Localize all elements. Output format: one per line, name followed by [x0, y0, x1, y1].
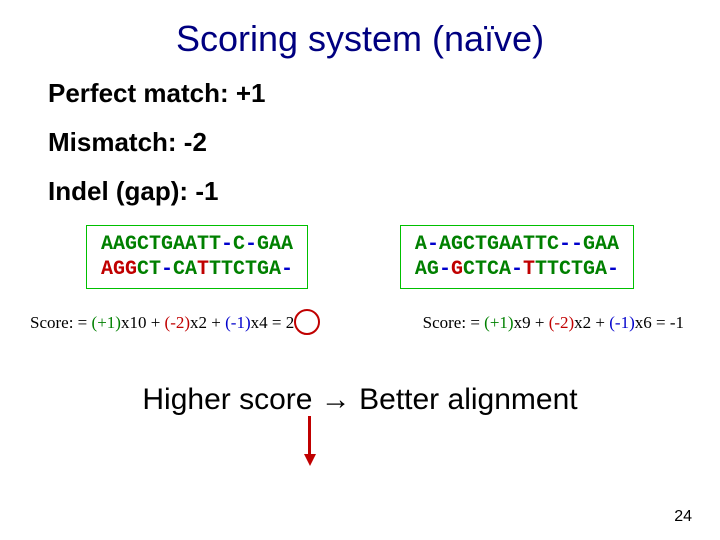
- seq-left-1: AAGCTGAATT-C-GAA: [101, 232, 293, 257]
- rule-mismatch: Mismatch: -2: [48, 127, 720, 158]
- scoring-rules: Perfect match: +1 Mismatch: -2 Indel (ga…: [0, 78, 720, 207]
- score-left-result: = 2: [268, 313, 295, 332]
- score-left-t2: (-2): [165, 313, 190, 332]
- rule-indel: Indel (gap): -1: [48, 176, 720, 207]
- score-left-t3: (-1): [225, 313, 250, 332]
- seq-left-2: AGGCT-CATTTCTGA-: [101, 257, 293, 282]
- score-right-prefix: Score: =: [423, 313, 485, 332]
- seq-right-2: AG-GCTCA-TTTCTGA-: [415, 257, 619, 282]
- alignment-box-left: AAGCTGAATT-C-GAA AGGCT-CATTTCTGA-: [86, 225, 308, 289]
- slide-title: Scoring system (naïve): [0, 0, 720, 78]
- score-right-t3: (-1): [609, 313, 634, 332]
- seq-right-1: A-AGCTGAATTC--GAA: [415, 232, 619, 257]
- score-left-t1: (+1): [92, 313, 121, 332]
- score-right-result: = -1: [652, 313, 684, 332]
- rule-match: Perfect match: +1: [48, 78, 720, 109]
- score-left: Score: = (+1)x10 + (-2)x2 + (-1)x4 = 2: [30, 313, 294, 333]
- score-right: Score: = (+1)x9 + (-2)x2 + (-1)x6 = -1: [423, 313, 684, 333]
- score-right-t2: (-2): [549, 313, 574, 332]
- result-circle-icon: [294, 309, 320, 335]
- page-number: 24: [674, 508, 692, 526]
- score-row: Score: = (+1)x10 + (-2)x2 + (-1)x4 = 2 S…: [0, 313, 720, 333]
- alignment-box-right: A-AGCTGAATTC--GAA AG-GCTCA-TTTCTGA-: [400, 225, 634, 289]
- alignment-boxes: AAGCTGAATT-C-GAA AGGCT-CATTTCTGA- A-AGCT…: [0, 225, 720, 289]
- arrow-right-icon: →: [321, 383, 351, 416]
- score-left-prefix: Score: =: [30, 313, 92, 332]
- conclusion-text: Higher score → Better alignment: [0, 383, 720, 417]
- score-right-t1: (+1): [484, 313, 513, 332]
- arrow-down-icon: [304, 416, 316, 466]
